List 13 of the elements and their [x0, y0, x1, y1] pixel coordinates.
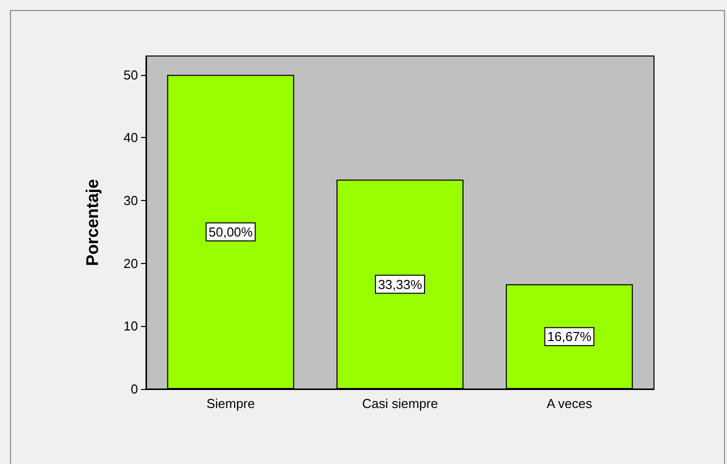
- y-tick-label: 10: [124, 318, 138, 334]
- y-tick-label: 30: [124, 193, 138, 208]
- y-axis-title: Porcentaje: [83, 179, 102, 266]
- x-tick-label: Siempre: [206, 396, 255, 411]
- x-tick-label: Casi siempre: [362, 396, 438, 411]
- y-tick-label: 40: [124, 130, 138, 146]
- y-tick-label: 0: [130, 382, 138, 396]
- data-label: 33,33%: [378, 276, 422, 292]
- y-tick-label: 50: [124, 67, 138, 82]
- data-label: 50,00%: [208, 224, 254, 240]
- data-label: 16,67%: [547, 329, 592, 344]
- x-tick-label: A veces: [546, 396, 593, 411]
- y-tick-label: 20: [124, 256, 138, 271]
